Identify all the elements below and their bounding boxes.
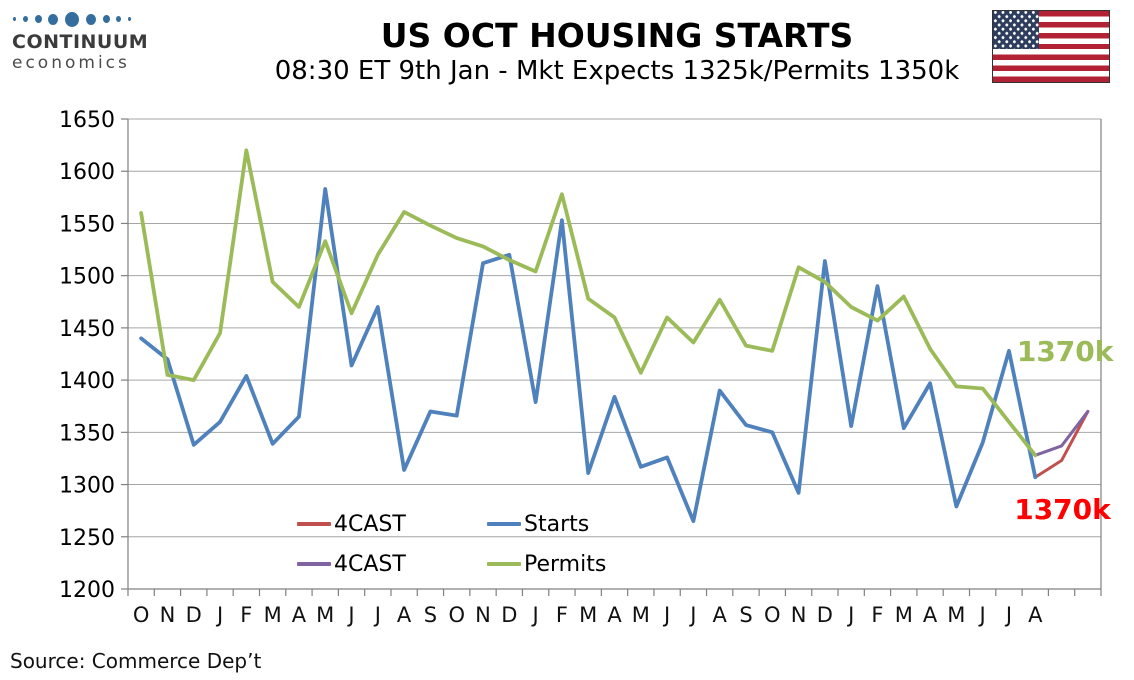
x-axis-label: M [895, 603, 913, 627]
x-axis-label: A [1028, 603, 1043, 627]
x-axis-label: J [846, 603, 854, 627]
x-axis-label: J [662, 603, 670, 627]
x-axis-label: J [346, 603, 354, 627]
logo-brand-text: CONTINUUM [12, 31, 149, 53]
y-axis-label: 1600 [59, 160, 115, 185]
legend-line-red [297, 522, 331, 526]
series-line-permits [139, 148, 1038, 458]
x-axis-label: J [978, 603, 986, 627]
logo-dot [128, 17, 131, 21]
y-axis-label: 1650 [59, 108, 115, 133]
y-axis-label: 1400 [59, 369, 115, 394]
x-axis-label: N [791, 603, 807, 627]
annotation-starts-forecast: 1370k [1014, 492, 1111, 526]
x-axis-label: N [475, 603, 491, 627]
x-axis-label: M [579, 603, 597, 627]
legend-item-4cast-permits: 4CAST [297, 551, 406, 577]
us-flag-icon [992, 10, 1110, 83]
legend-item-4cast-starts: 4CAST [297, 511, 406, 537]
logo-dot [102, 15, 110, 23]
y-axis-label: 1500 [59, 265, 115, 290]
logo-dot [85, 13, 96, 25]
legend-line-purple [297, 562, 331, 566]
x-axis-label: A [713, 603, 728, 627]
legend-label: Starts [524, 511, 590, 537]
x-axis-label: D [186, 603, 202, 627]
flag-canton-stars [993, 11, 1039, 49]
x-axis-label: O [133, 603, 150, 627]
x-axis-label: M [632, 603, 650, 627]
x-axis-label: O [448, 603, 465, 627]
x-axis-label: A [607, 603, 622, 627]
y-axis-label: 1350 [59, 421, 115, 446]
y-axis-label: 1250 [59, 526, 115, 551]
x-axis-label: M [316, 603, 334, 627]
x-axis-label: M [264, 603, 282, 627]
page-title: US OCT HOUSING STARTS [380, 16, 854, 55]
logo-sub-text: economics [12, 53, 130, 73]
legend-item-permits: Permits [487, 551, 607, 577]
series-line-4cast [1033, 409, 1090, 457]
logo-dot [13, 17, 16, 21]
legend-label: 4CAST [334, 511, 406, 537]
logo-dot [48, 13, 59, 25]
logo-dot [65, 11, 79, 27]
x-axis-label: S [739, 603, 752, 627]
x-axis-label: J [688, 603, 696, 627]
logo-dot [34, 15, 42, 23]
x-axis-label: A [397, 603, 412, 627]
legend-line-green [487, 562, 521, 566]
legend-label: Permits [524, 551, 607, 577]
y-axis-label: 1450 [59, 317, 115, 342]
x-axis-label: S [424, 603, 437, 627]
y-axis-label: 1200 [59, 578, 115, 603]
source-note: Source: Commerce Dep’t [10, 649, 262, 673]
x-axis-label: A [292, 603, 307, 627]
continuum-logo: CONTINUUM economics [12, 10, 149, 73]
x-axis-label: F [240, 603, 252, 627]
y-axis-label: 1300 [59, 474, 115, 499]
x-axis-label: M [947, 603, 965, 627]
x-axis-label: F [556, 603, 568, 627]
legend-item-starts: Starts [487, 511, 590, 537]
logo-dots-icon [13, 10, 131, 28]
x-axis-label: D [817, 603, 833, 627]
y-axis-label: 1550 [59, 212, 115, 237]
logo-dot [22, 16, 28, 22]
page-subtitle: 08:30 ET 9th Jan - Mkt Expects 1325k/Per… [274, 56, 960, 86]
x-axis-label: J [215, 603, 223, 627]
x-axis-label: F [871, 603, 883, 627]
legend-label: 4CAST [334, 551, 406, 577]
x-axis-label: J [373, 603, 381, 627]
x-axis-label: J [531, 603, 539, 627]
annotation-permits-forecast: 1370k [1016, 334, 1114, 368]
series-line-starts [139, 187, 1038, 524]
legend-line-blue [487, 522, 521, 526]
x-axis-label: J [1004, 603, 1012, 627]
x-axis-label: A [923, 603, 938, 627]
series-line-4cast [1033, 409, 1090, 479]
logo-dot [116, 16, 122, 22]
x-axis-label: D [501, 603, 517, 627]
x-axis-label: O [764, 603, 781, 627]
x-axis-label: N [160, 603, 176, 627]
